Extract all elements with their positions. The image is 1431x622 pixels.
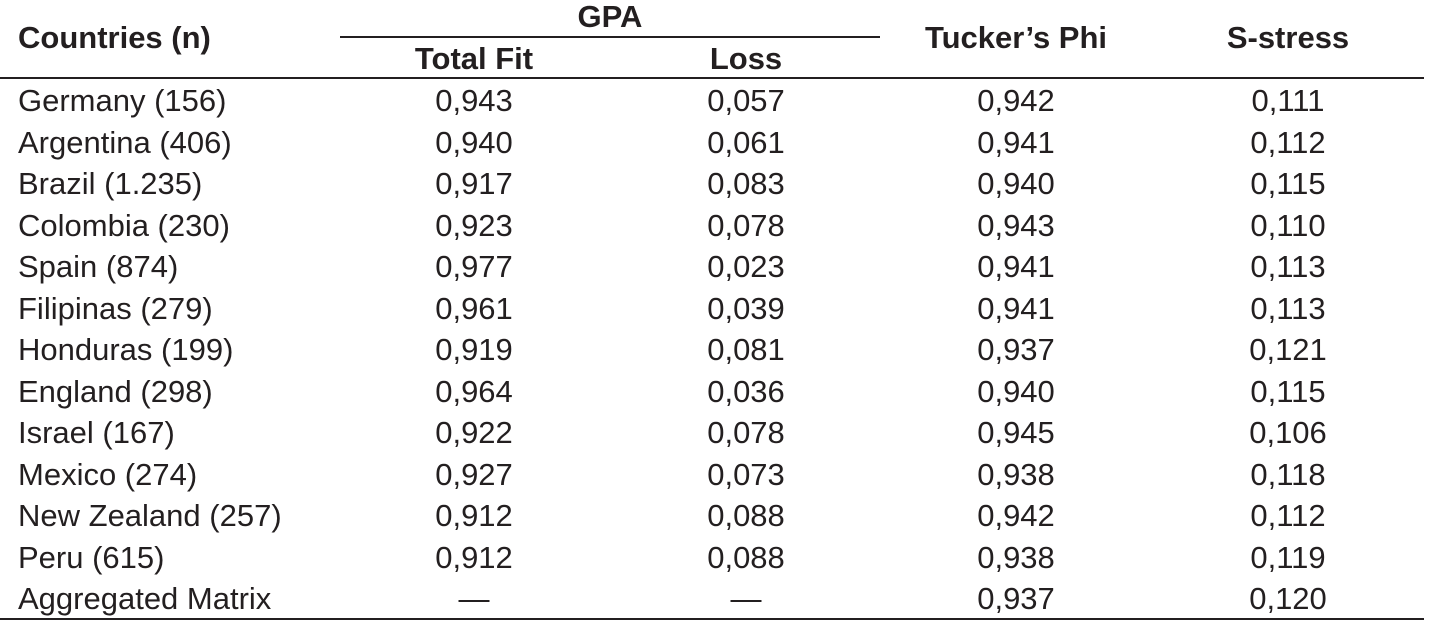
bottom-rule: [0, 618, 1424, 620]
cell-total-fit: —: [458, 581, 490, 616]
cell-s-stress: 0,110: [1250, 207, 1326, 243]
cell-tucker-phi: 0,942: [977, 498, 1055, 533]
cell-country: Mexico (274): [18, 456, 198, 492]
cell-tucker-phi: 0,945: [977, 415, 1055, 450]
cell-total-fit: 0,927: [435, 456, 513, 492]
header-loss: Loss: [709, 41, 783, 76]
cell-total-fit: 0,943: [435, 83, 513, 118]
header-s-stress: S-stress: [1226, 20, 1350, 55]
cell-loss: 0,039: [707, 290, 785, 326]
cell-s-stress: 0,113: [1250, 290, 1326, 326]
cell-total-fit: 0,922: [435, 415, 513, 450]
cell-loss: 0,078: [707, 415, 785, 450]
table-row: Mexico (274) 0,927 0,073 0,938 0,118: [0, 454, 1431, 496]
table-row: Honduras (199) 0,919 0,081 0,937 0,121: [0, 329, 1431, 371]
cell-s-stress: 0,121: [1249, 332, 1327, 367]
cell-country: Filipinas (279): [18, 290, 213, 326]
cell-total-fit: 0,923: [435, 207, 513, 243]
cell-s-stress: 0,111: [1251, 83, 1325, 118]
cell-tucker-phi: 0,941: [977, 249, 1055, 284]
cell-s-stress: 0,112: [1250, 124, 1326, 160]
cell-s-stress: 0,115: [1250, 166, 1326, 201]
cell-loss: 0,061: [707, 124, 785, 160]
cell-tucker-phi: 0,941: [977, 124, 1055, 160]
cell-s-stress: 0,120: [1249, 581, 1327, 616]
table-row: Aggregated Matrix — — 0,937 0,120: [0, 578, 1431, 620]
cell-tucker-phi: 0,941: [977, 290, 1055, 326]
cell-country: Colombia (230): [18, 207, 230, 243]
table-row: Spain (874) 0,977 0,023 0,941 0,113: [0, 246, 1431, 288]
header-countries: Countries (n): [18, 20, 211, 55]
cell-country: Argentina (406): [18, 124, 232, 160]
table-row: Israel (167) 0,922 0,078 0,945 0,106: [0, 412, 1431, 454]
cell-s-stress: 0,119: [1250, 539, 1326, 575]
cell-tucker-phi: 0,940: [977, 373, 1055, 409]
cell-s-stress: 0,113: [1250, 249, 1326, 284]
cell-tucker-phi: 0,942: [977, 83, 1055, 118]
cell-total-fit: 0,940: [435, 124, 513, 160]
cell-country: Peru (615): [18, 539, 165, 575]
cell-loss: —: [730, 581, 762, 616]
cell-tucker-phi: 0,937: [977, 332, 1055, 367]
cell-total-fit: 0,977: [435, 249, 513, 284]
cell-s-stress: 0,106: [1249, 415, 1327, 450]
header-gpa: GPA: [577, 0, 643, 34]
cell-loss: 0,078: [707, 207, 785, 243]
cell-country: Aggregated Matrix: [18, 581, 272, 616]
header-tucker-phi: Tucker’s Phi: [924, 20, 1108, 55]
cell-tucker-phi: 0,937: [977, 581, 1055, 616]
cell-country: New Zealand (257): [18, 498, 282, 533]
cell-country: Germany (156): [18, 83, 227, 118]
cell-s-stress: 0,115: [1250, 373, 1326, 409]
cell-country: England (298): [18, 373, 213, 409]
cell-country: Israel (167): [18, 415, 175, 450]
header-rule: [0, 77, 1424, 79]
cell-tucker-phi: 0,938: [977, 539, 1055, 575]
header-total-fit: Total Fit: [414, 41, 534, 76]
table-row: Peru (615) 0,912 0,088 0,938 0,119: [0, 537, 1431, 579]
cell-loss: 0,036: [707, 373, 785, 409]
cell-loss: 0,088: [707, 498, 785, 533]
cell-s-stress: 0,112: [1250, 498, 1326, 533]
table-row: New Zealand (257) 0,912 0,088 0,942 0,112: [0, 495, 1431, 537]
cell-tucker-phi: 0,938: [977, 456, 1055, 492]
cell-total-fit: 0,917: [435, 166, 513, 201]
cell-country: Spain (874): [18, 249, 179, 284]
cell-loss: 0,073: [707, 456, 785, 492]
cell-total-fit: 0,912: [435, 539, 513, 575]
cell-country: Brazil (1.235): [18, 166, 203, 201]
table-row: Germany (156) 0,943 0,057 0,942 0,111: [0, 80, 1431, 122]
table-row: Colombia (230) 0,923 0,078 0,943 0,110: [0, 205, 1431, 247]
cell-total-fit: 0,919: [435, 332, 513, 367]
cell-total-fit: 0,964: [435, 373, 513, 409]
cell-loss: 0,057: [707, 83, 785, 118]
table-row: Argentina (406) 0,940 0,061 0,941 0,112: [0, 122, 1431, 164]
cell-loss: 0,083: [707, 166, 785, 201]
cell-loss: 0,023: [707, 249, 785, 284]
table-row: Filipinas (279) 0,961 0,039 0,941 0,113: [0, 288, 1431, 330]
cell-loss: 0,081: [707, 332, 785, 367]
table-row: England (298) 0,964 0,036 0,940 0,115: [0, 371, 1431, 413]
table-row: Brazil (1.235) 0,917 0,083 0,940 0,115: [0, 163, 1431, 205]
cell-tucker-phi: 0,943: [977, 207, 1055, 243]
cell-s-stress: 0,118: [1250, 456, 1326, 492]
cell-country: Honduras (199): [18, 332, 234, 367]
gpa-underline: [340, 36, 880, 38]
cell-tucker-phi: 0,940: [977, 166, 1055, 201]
cell-total-fit: 0,912: [435, 498, 513, 533]
cell-loss: 0,088: [707, 539, 785, 575]
cell-total-fit: 0,961: [435, 290, 513, 326]
